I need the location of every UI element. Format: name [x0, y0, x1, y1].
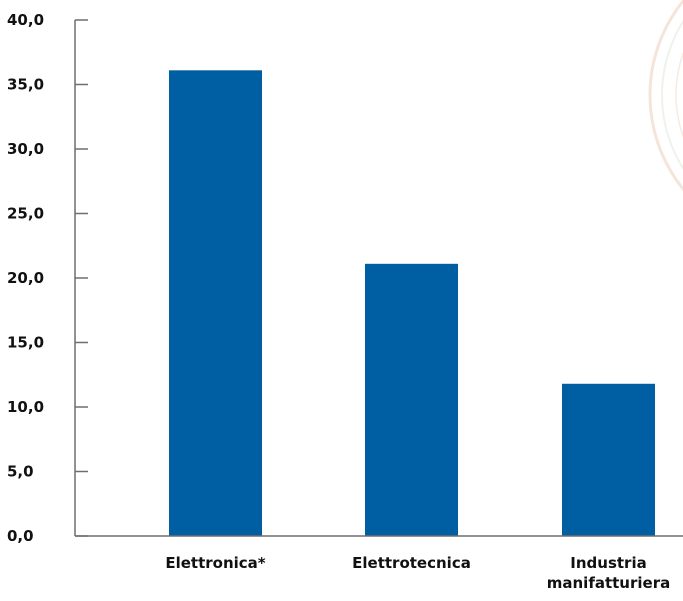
y-tick-label: 40,0 — [7, 11, 44, 29]
x-category-label-line: manifatturiera — [547, 574, 670, 592]
y-tick-label: 25,0 — [7, 205, 44, 223]
y-tick-label: 20,0 — [7, 269, 44, 287]
bar — [562, 383, 655, 536]
y-tick-label: 10,0 — [7, 398, 44, 416]
bars — [169, 70, 655, 536]
y-tick-label: 15,0 — [7, 334, 44, 352]
x-category-label-line: Elettronica* — [165, 554, 265, 572]
seal-watermark — [648, 0, 683, 192]
y-tick-label: 35,0 — [7, 76, 44, 94]
y-axis-ticks: 0,0 5,0 10,0 15,0 20,0 25,0 30,0 35,0 40,0 — [7, 11, 88, 545]
bar — [169, 70, 262, 536]
y-tick-label: 0,0 — [7, 527, 34, 545]
x-category-label: Elettronica* — [165, 554, 265, 572]
x-category-label: Industria manifatturiera — [547, 554, 670, 592]
y-tick-label: 30,0 — [7, 140, 44, 158]
y-tick-label: 5,0 — [7, 463, 34, 481]
bar — [365, 263, 458, 536]
x-category-label-line: Industria — [570, 554, 646, 572]
x-category-label: Elettrotecnica — [352, 554, 471, 572]
x-axis-labels: Elettronica* Elettrotecnica Industria manif… — [165, 554, 670, 592]
x-category-label-line: Elettrotecnica — [352, 554, 471, 572]
